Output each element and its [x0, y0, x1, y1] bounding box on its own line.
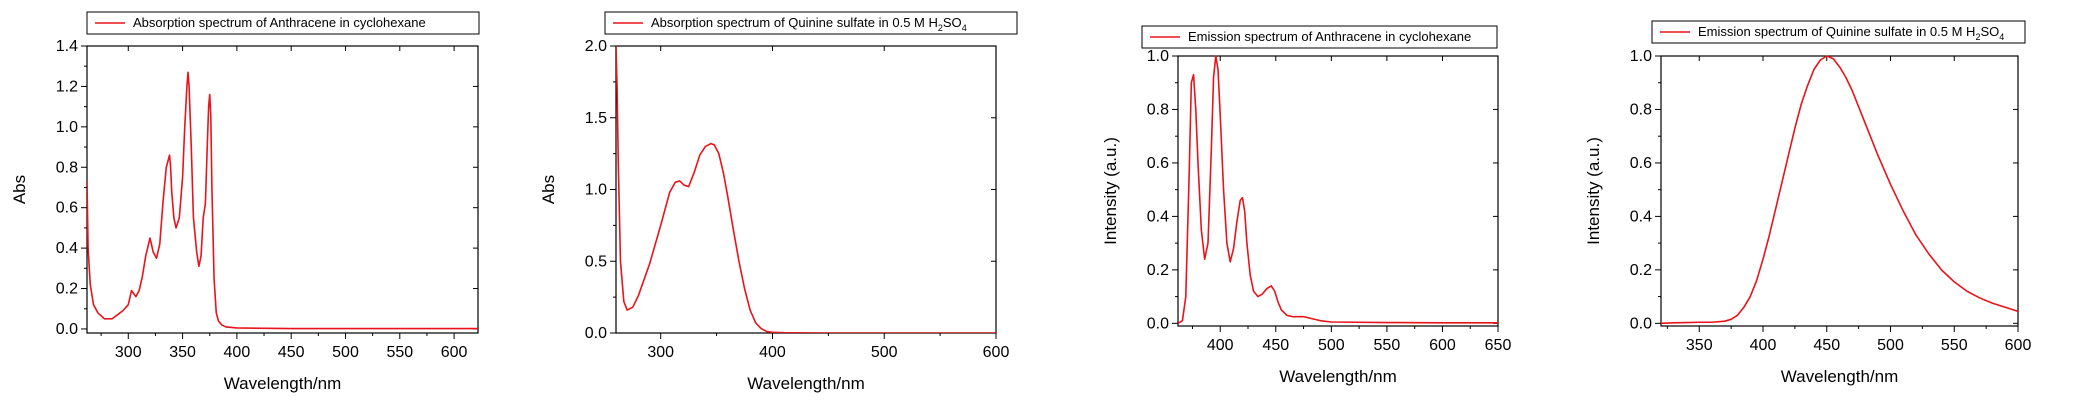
legend-label: Absorption spectrum of Quinine sulfate i… — [651, 15, 967, 33]
x-tick-label: 400 — [1750, 337, 1777, 354]
legend-box — [1651, 20, 2026, 44]
x-tick-label: 450 — [1262, 337, 1289, 354]
y-tick-label: 1.2 — [56, 78, 78, 95]
y-tick-label: 1.4 — [56, 38, 78, 55]
legend-label: Absorption spectrum of Anthracene in cyc… — [133, 15, 426, 30]
x-tick-label: 600 — [983, 344, 1010, 361]
y-tick-label: 0.8 — [1630, 101, 1652, 118]
x-tick-label: 550 — [1941, 337, 1968, 354]
y-tick-label: 0.4 — [56, 240, 78, 257]
x-tick-label: 550 — [386, 344, 413, 361]
legend: Emission spectrum of Anthracene in cyclo… — [1141, 25, 1498, 49]
x-tick-label: 550 — [1374, 337, 1401, 354]
y-axis-title: Abs — [10, 175, 29, 204]
x-tick-label: 300 — [115, 344, 142, 361]
y-tick-label: 0.0 — [585, 325, 607, 342]
legend: Absorption spectrum of Anthracene in cyc… — [86, 11, 480, 35]
y-tick-label: 1.0 — [1147, 48, 1169, 65]
legend-box — [86, 11, 480, 35]
x-tick-label: 500 — [1877, 337, 1904, 354]
chart-panel-quinine-emission: 350 400 450 500 550 600 0.0 0.2 0.4 0.6 0.8 1.0 Wave… — [1575, 0, 2082, 401]
y-tick-label: 0.4 — [1147, 208, 1169, 225]
chart-svg: 400 450 500 550 600 650 0.0 0.2 0.4 0.6 0.8 1.0 Wave… — [1101, 25, 1512, 386]
x-axis-title: Wavelength/nm — [1279, 367, 1396, 386]
x-tick-label: 300 — [647, 344, 674, 361]
x-tick-label: 500 — [1318, 337, 1345, 354]
chart-panel-anthracene-emission: 400 450 500 550 600 650 0.0 0.2 0.4 0.6 0.8 1.0 Wave… — [1050, 0, 1570, 401]
legend: Emission spectrum of Quinine sulfate in … — [1651, 20, 2026, 44]
y-tick-label: 1.0 — [1630, 48, 1652, 65]
y-tick-label: 0.8 — [1147, 101, 1169, 118]
plot-frame — [1660, 55, 2019, 327]
x-tick-label: 450 — [278, 344, 305, 361]
chart-svg: 350 400 450 500 550 600 0.0 0.2 0.4 0.6 0.8 1.0 Wave… — [1584, 20, 2032, 386]
y-tick-label: 0.5 — [585, 253, 607, 270]
y-axis-title: Intensity (a.u.) — [1101, 137, 1120, 245]
x-axis-title: Wavelength/nm — [224, 374, 341, 393]
chart-svg: 300 400 500 600 0.0 0.5 1.0 1.5 2.0 Wavelength/nm… — [539, 11, 1018, 393]
y-tick-label: 0.6 — [1630, 155, 1652, 172]
legend-label: Emission spectrum of Anthracene in cyclo… — [1188, 29, 1471, 44]
chart-panel-quinine-absorption: 300 400 500 600 0.0 0.5 1.0 1.5 2.0 Wavelength/nm… — [520, 0, 1040, 401]
x-tick-label: 400 — [224, 344, 251, 361]
y-tick-label: 1.0 — [585, 182, 607, 199]
y-tick-label: 0.6 — [1147, 155, 1169, 172]
legend: Absorption spectrum of Quinine sulfate i… — [604, 11, 1018, 35]
x-tick-label: 500 — [332, 344, 359, 361]
x-tick-label: 350 — [169, 344, 196, 361]
x-tick-label: 650 — [1485, 337, 1512, 354]
y-tick-label: 1.0 — [56, 119, 78, 136]
plot-frame — [86, 45, 479, 334]
x-tick-label: 450 — [1813, 337, 1840, 354]
x-tick-label: 600 — [2005, 337, 2032, 354]
y-axis-title: Abs — [539, 175, 558, 204]
y-tick-label: 0.2 — [1630, 262, 1652, 279]
series-line — [87, 71, 478, 330]
chart-panel-anthracene-absorption: 300 350 400 450 500 550 600 0.0 0.2 0.4 0.6 0.8 1.0 1… — [0, 0, 500, 401]
y-tick-label: 0.0 — [56, 321, 78, 338]
y-tick-label: 0.0 — [1630, 315, 1652, 332]
x-axis-title: Wavelength/nm — [747, 374, 864, 393]
series-line — [1661, 55, 2018, 325]
x-tick-label: 500 — [871, 344, 898, 361]
series-line — [616, 45, 996, 333]
y-tick-label: 0.4 — [1630, 208, 1652, 225]
y-tick-label: 1.5 — [585, 110, 607, 127]
x-tick-label: 400 — [759, 344, 786, 361]
x-tick-label: 600 — [1429, 337, 1456, 354]
legend-box — [604, 11, 1018, 35]
chart-svg: 300 350 400 450 500 550 600 0.0 0.2 0.4 0.6 0.8 1.0 1… — [10, 11, 480, 393]
y-tick-label: 0.6 — [56, 200, 78, 217]
legend-box — [1141, 25, 1498, 49]
y-tick-label: 2.0 — [585, 38, 607, 55]
y-tick-label: 0.8 — [56, 159, 78, 176]
plot-frame — [1177, 55, 1499, 327]
y-tick-label: 0.2 — [56, 281, 78, 298]
series-line — [1178, 55, 1498, 325]
plot-frame — [615, 45, 997, 334]
x-tick-label: 350 — [1686, 337, 1713, 354]
y-axis-title: Intensity (a.u.) — [1584, 137, 1603, 245]
x-tick-label: 400 — [1207, 337, 1234, 354]
x-tick-label: 600 — [441, 344, 468, 361]
y-tick-label: 0.0 — [1147, 315, 1169, 332]
legend-label: Emission spectrum of Quinine sulfate in … — [1698, 24, 2004, 42]
x-axis-title: Wavelength/nm — [1781, 367, 1898, 386]
y-tick-label: 0.2 — [1147, 262, 1169, 279]
